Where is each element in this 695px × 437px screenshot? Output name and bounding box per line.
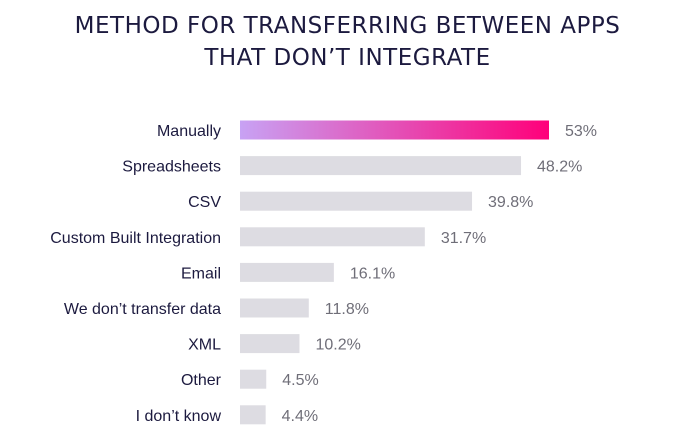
- value-label: 16.1%: [350, 265, 395, 282]
- bar: [240, 262, 334, 282]
- bar: [240, 120, 549, 140]
- bar: [240, 298, 309, 318]
- bar: [240, 191, 473, 211]
- value-label: 11.8%: [325, 301, 369, 318]
- category-label: Other: [181, 372, 222, 389]
- category-label: We don’t transfer data: [64, 301, 221, 318]
- category-label: CSV: [188, 194, 221, 211]
- category-label: Custom Built Integration: [50, 230, 221, 247]
- chart-title: METHOD FOR TRANSFERRING BETWEEN APPS THA…: [0, 10, 695, 74]
- value-label: 10.2%: [315, 337, 360, 354]
- value-label: 39.8%: [488, 194, 533, 211]
- category-label: XML: [188, 337, 221, 354]
- value-label: 4.4%: [282, 408, 318, 425]
- bar: [240, 227, 425, 247]
- chart-title-line-1: METHOD FOR TRANSFERRING BETWEEN APPS: [74, 13, 621, 39]
- bar: [240, 405, 266, 425]
- value-label: 4.5%: [282, 372, 318, 389]
- bar: [240, 369, 267, 389]
- category-label: Email: [181, 265, 221, 282]
- chart-title-line-2: THAT DON’T INTEGRATE: [204, 45, 491, 71]
- category-label: Manually: [157, 123, 221, 140]
- category-label: Spreadsheets: [122, 159, 221, 176]
- value-label: 48.2%: [537, 159, 582, 176]
- category-label: I don’t know: [136, 408, 222, 425]
- value-label: 31.7%: [441, 230, 486, 247]
- bar: [240, 156, 522, 176]
- bar: [240, 334, 300, 354]
- value-label: 53%: [565, 123, 597, 140]
- bars-group: Manually 53% Spreadsheets 48.2% CSV 39.8% Cust…: [50, 120, 597, 425]
